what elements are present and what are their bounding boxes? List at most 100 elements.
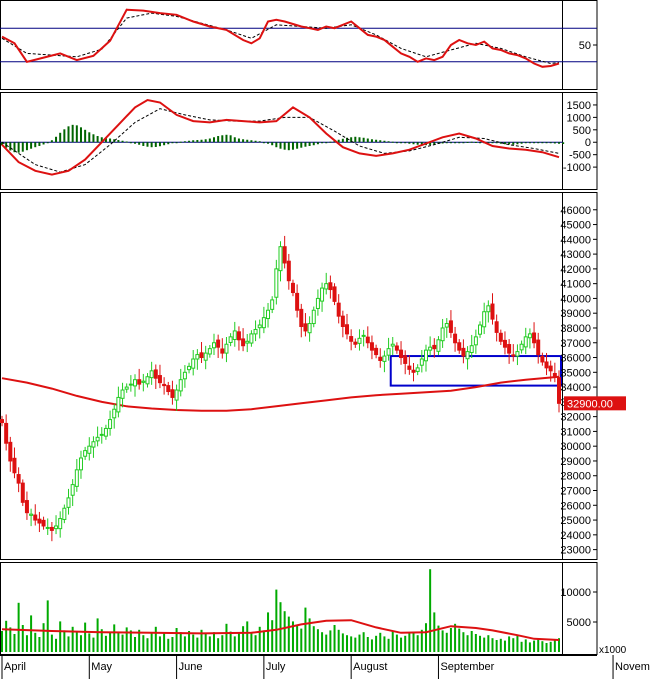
volume-bar bbox=[458, 628, 461, 652]
volume-bar bbox=[117, 632, 120, 652]
macd-histogram-bar bbox=[275, 142, 278, 148]
macd-histogram-bar bbox=[233, 137, 236, 143]
volume-bar bbox=[387, 638, 390, 652]
candle-body bbox=[490, 303, 495, 320]
volume-bar bbox=[304, 607, 307, 652]
candle-body bbox=[444, 323, 449, 328]
candle-body bbox=[216, 339, 221, 348]
macd-histogram-bar bbox=[508, 142, 511, 145]
macd-histogram-bar bbox=[208, 138, 211, 143]
macd-histogram-bar bbox=[316, 142, 319, 145]
candle-body bbox=[286, 260, 291, 282]
macd-histogram-bar bbox=[533, 142, 536, 144]
candle-body bbox=[270, 299, 275, 310]
candle-body bbox=[448, 320, 453, 333]
candle-body bbox=[415, 367, 420, 372]
macd-histogram-bar bbox=[325, 142, 328, 144]
volume-bar bbox=[479, 635, 482, 652]
volume-bar bbox=[67, 636, 70, 652]
candle-body bbox=[141, 380, 146, 383]
macd-histogram-bar bbox=[479, 142, 482, 144]
volume-bar bbox=[400, 637, 403, 652]
month-label: November bbox=[615, 661, 650, 673]
macd-histogram-bar bbox=[553, 142, 556, 144]
volume-bar bbox=[250, 632, 253, 652]
macd-histogram-bar bbox=[117, 140, 120, 143]
volume-bar bbox=[59, 621, 62, 652]
volume-bar bbox=[242, 626, 245, 652]
price-tick-label: 27000 bbox=[560, 486, 591, 498]
candle-body bbox=[365, 336, 370, 344]
candle-body bbox=[403, 355, 408, 364]
macd-histogram-bar bbox=[34, 142, 37, 148]
candle-body bbox=[207, 348, 212, 355]
moving-average-line bbox=[1, 375, 560, 412]
volume-bar bbox=[553, 640, 556, 652]
macd-histogram-bar bbox=[512, 142, 515, 145]
volume-bar bbox=[229, 631, 232, 652]
candle-body bbox=[511, 354, 516, 357]
macd-histogram-bar bbox=[138, 142, 141, 145]
volume-bar bbox=[470, 631, 473, 652]
candle-body bbox=[162, 383, 167, 387]
candle-body bbox=[282, 246, 287, 264]
price-tick-label: 36000 bbox=[560, 353, 591, 365]
volume-bar bbox=[146, 638, 149, 652]
macd-histogram-bar bbox=[558, 142, 560, 144]
macd-histogram-bar bbox=[271, 142, 274, 146]
price-frame bbox=[0, 192, 598, 560]
macd-histogram-bar bbox=[449, 142, 452, 144]
candle-body bbox=[527, 333, 532, 339]
macd-histogram-bar bbox=[408, 142, 411, 144]
candle-body bbox=[340, 315, 345, 328]
candle-body bbox=[128, 383, 133, 386]
macd-histogram-bar bbox=[79, 127, 82, 143]
volume-bar bbox=[188, 631, 191, 652]
volume-bar bbox=[437, 625, 440, 652]
candle-body bbox=[515, 351, 520, 357]
volume-bar bbox=[404, 635, 407, 652]
macd-tick-label: -1000 bbox=[563, 162, 591, 174]
volume-bar bbox=[262, 630, 265, 652]
candle-body bbox=[324, 283, 329, 290]
macd-histogram-bar bbox=[304, 142, 307, 147]
volume-bar bbox=[125, 627, 128, 652]
macd-histogram-bar bbox=[520, 142, 523, 144]
macd-histogram-bar bbox=[267, 142, 270, 144]
candle-body bbox=[532, 332, 537, 344]
macd-histogram-bar bbox=[462, 142, 465, 144]
candle-body bbox=[245, 340, 250, 344]
candle-body bbox=[432, 344, 437, 350]
macd-histogram-bar bbox=[283, 142, 286, 150]
volume-bar bbox=[154, 626, 157, 652]
candle-body bbox=[407, 365, 412, 370]
macd-histogram-bar bbox=[221, 135, 224, 143]
macd-histogram-bar bbox=[491, 142, 494, 144]
month-label: June bbox=[179, 661, 203, 673]
macd-histogram-bar bbox=[71, 124, 74, 143]
macd-histogram-bar bbox=[175, 142, 178, 144]
volume-bar bbox=[474, 634, 477, 652]
candle-body bbox=[336, 302, 341, 317]
macd-histogram-bar bbox=[545, 142, 548, 144]
price-tick-label: 23000 bbox=[560, 545, 591, 557]
macd-histogram-bar bbox=[458, 142, 461, 144]
candle-body bbox=[95, 436, 100, 442]
price-tick-label: 29000 bbox=[560, 456, 591, 468]
price-tick-label: 40000 bbox=[560, 293, 591, 305]
candle-body bbox=[124, 386, 129, 390]
candle-body bbox=[224, 343, 229, 354]
current-price-tag bbox=[564, 396, 626, 411]
volume-bar bbox=[462, 632, 465, 652]
macd-histogram-bar bbox=[312, 142, 315, 146]
candle-body bbox=[502, 339, 507, 348]
candle-body bbox=[257, 324, 262, 329]
volume-bar bbox=[358, 634, 361, 652]
price-tick-label: 30000 bbox=[560, 441, 591, 453]
macd-histogram-bar bbox=[441, 142, 444, 144]
candle-body bbox=[345, 324, 350, 335]
volume-bar bbox=[279, 602, 282, 652]
volume-bar bbox=[433, 612, 436, 652]
volume-bar bbox=[179, 632, 182, 652]
macd-histogram-bar bbox=[21, 142, 24, 152]
